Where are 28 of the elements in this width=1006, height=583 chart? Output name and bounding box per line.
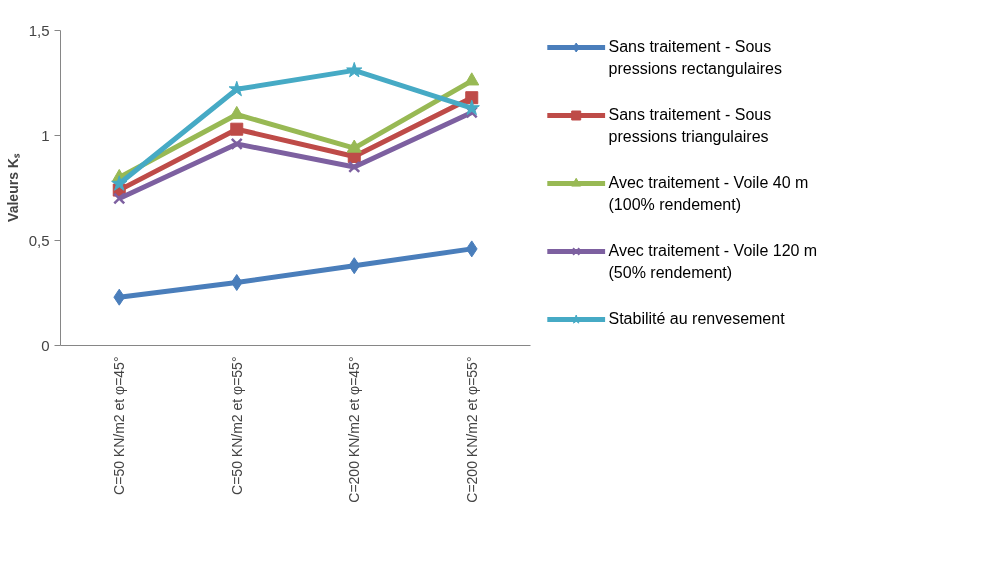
- x-tick-label: C=50 KN/m2 et φ=45°: [111, 356, 128, 495]
- point: [230, 274, 243, 291]
- point: [465, 91, 479, 105]
- y-tick-label: 1,5: [28, 21, 50, 39]
- legend-label: Sans traitement - Sous pressions rectangulaires: [608, 37, 782, 77]
- x-tick-label: C=200 KN/m2 et φ=55°: [463, 356, 480, 503]
- point: [346, 139, 362, 153]
- point: [113, 288, 126, 306]
- y-tick-label: 0,5: [28, 231, 50, 249]
- point: [229, 105, 245, 120]
- y-tick-label: 1: [41, 126, 50, 144]
- legend-label: Stabilité au renvesement: [608, 309, 786, 327]
- point: [230, 137, 243, 151]
- x-tick-label: C=50 KN/m2 et φ=55°: [228, 356, 245, 495]
- point: [111, 175, 128, 191]
- point: [346, 61, 363, 78]
- point: [230, 122, 244, 136]
- point: [113, 192, 126, 205]
- point: [464, 72, 480, 86]
- point: [348, 160, 361, 174]
- x-tick-label: C=200 KN/m2 et φ=45°: [346, 356, 363, 503]
- y-tick-label: 0: [41, 336, 50, 354]
- legend-label: Sans traitement - Sous pressions triangulaires: [608, 105, 772, 145]
- point: [348, 257, 361, 275]
- legend-label: Avec traitement - Voile 120 m (50% rendement): [608, 241, 818, 281]
- legend-label: Avec traitement - Voile 40 m (100% rendement): [608, 173, 809, 213]
- y-axis-title: Valeurs Kₛ: [4, 153, 21, 222]
- point: [465, 240, 478, 258]
